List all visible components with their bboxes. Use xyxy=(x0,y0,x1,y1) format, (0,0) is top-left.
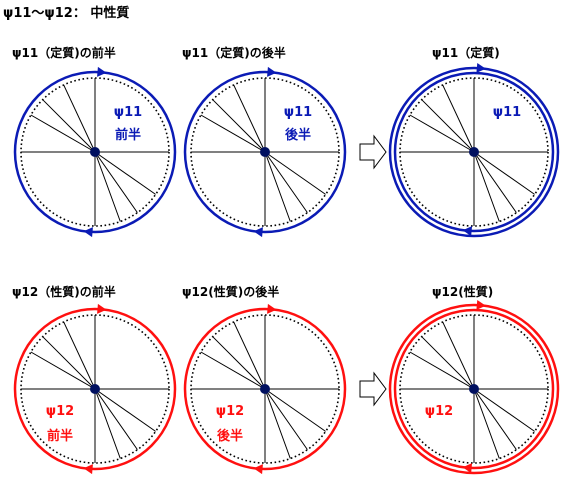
radial-line xyxy=(212,336,266,390)
rotation-arc xyxy=(13,70,96,234)
radial-line xyxy=(200,351,266,390)
arrow-head xyxy=(267,303,277,314)
radial-line xyxy=(63,84,96,153)
hollow-right-arrow-icon xyxy=(359,371,387,407)
radial-line xyxy=(42,99,96,153)
radial-line xyxy=(442,84,475,153)
arrow-head xyxy=(83,464,93,475)
rotation-arc xyxy=(264,307,347,471)
panel-caption: ψ11（定質)の後半 xyxy=(182,45,286,60)
radial-line xyxy=(30,114,96,153)
half-label: 後半 xyxy=(285,127,311,143)
psi-label: ψ11 xyxy=(114,105,142,120)
arrow-head xyxy=(97,66,107,77)
panel-caption: ψ12(性質)の後半 xyxy=(182,284,279,299)
arrow-head xyxy=(476,299,486,310)
center-dot xyxy=(260,147,270,157)
radial-line xyxy=(421,99,475,153)
radial-line xyxy=(94,388,121,459)
arrow-head xyxy=(462,463,473,474)
rotation-arc xyxy=(183,307,266,471)
page-title: ψ11～ψ12： 中性質 xyxy=(3,5,129,21)
arrow-head xyxy=(253,464,263,475)
hollow-right-arrow-icon xyxy=(359,134,387,170)
radial-line xyxy=(473,151,500,222)
psi-label: ψ11 xyxy=(284,105,312,120)
arrow-head xyxy=(462,226,473,237)
rotation-arc xyxy=(13,307,96,471)
rotation-arc xyxy=(94,70,177,234)
panel-caption: ψ12（性質)の前半 xyxy=(12,284,116,299)
radial-line xyxy=(94,151,121,222)
half-label: 前半 xyxy=(47,428,73,444)
radial-line xyxy=(421,336,475,390)
rotation-ring-outer xyxy=(388,66,560,238)
psi-label: ψ12 xyxy=(216,404,244,419)
center-dot xyxy=(90,147,100,157)
center-dot xyxy=(90,384,100,394)
radial-line xyxy=(233,84,266,153)
psi-label: ψ12 xyxy=(46,404,74,419)
radial-line xyxy=(473,151,535,195)
half-label: 前半 xyxy=(115,127,141,143)
radial-line xyxy=(94,151,156,195)
radial-line xyxy=(200,114,266,153)
center-dot xyxy=(469,384,479,394)
center-dot xyxy=(469,147,479,157)
radial-line xyxy=(94,388,156,432)
radial-line xyxy=(264,151,326,195)
psi-label: ψ12 xyxy=(425,404,453,419)
rotation-ring-outer xyxy=(388,303,560,475)
rotation-ring-inner xyxy=(393,308,555,470)
radial-line xyxy=(473,151,517,213)
radial-line xyxy=(409,114,475,153)
arrow-head xyxy=(83,227,93,238)
radial-line xyxy=(94,388,138,450)
radial-line xyxy=(30,351,96,390)
radial-line xyxy=(442,321,475,390)
arrow-head xyxy=(97,303,107,314)
radial-line xyxy=(264,388,308,450)
radial-line xyxy=(42,336,96,390)
rotation-arc xyxy=(94,307,177,471)
psi-label: ψ11 xyxy=(493,105,521,120)
rotation-arc xyxy=(183,70,266,234)
rotation-ring-inner xyxy=(393,71,555,233)
radial-line xyxy=(409,351,475,390)
radial-line xyxy=(264,151,308,213)
rotation-arc xyxy=(264,70,347,234)
radial-line xyxy=(264,388,326,432)
radial-line xyxy=(63,321,96,390)
radial-line xyxy=(233,321,266,390)
center-dot xyxy=(260,384,270,394)
radial-line xyxy=(473,388,517,450)
radial-line xyxy=(94,151,138,213)
radial-line xyxy=(264,388,291,459)
arrow-head xyxy=(253,227,263,238)
panel-caption: ψ11（定質)の前半 xyxy=(12,45,116,60)
radial-line xyxy=(473,388,535,432)
radial-line xyxy=(473,388,500,459)
radial-line xyxy=(264,151,291,222)
panels-layer: ψ11（定質)の前半 ψ11 前半 ψ11（定質)の後半 ψ11 後半 ψ11（定質) ψ11… xyxy=(12,45,560,475)
arrow-head xyxy=(267,66,277,77)
panel-caption: ψ11（定質) xyxy=(432,45,500,60)
radial-line xyxy=(212,99,266,153)
half-label: 後半 xyxy=(217,428,243,444)
arrow-head xyxy=(476,62,486,73)
panel-caption: ψ12(性質) xyxy=(432,284,493,299)
